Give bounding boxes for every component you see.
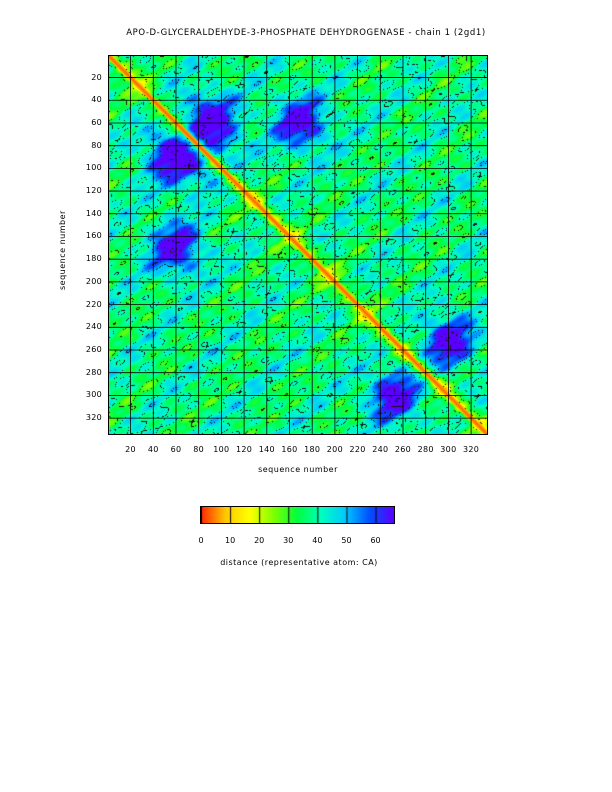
y-tick-label: 60	[91, 117, 102, 127]
x-tick-label: 320	[463, 445, 480, 454]
y-tick-label: 80	[91, 140, 102, 150]
x-tick-label: 280	[417, 445, 434, 454]
distance-matrix-heatmap	[109, 56, 487, 434]
y-tick-label: 320	[85, 413, 102, 423]
x-tick-label: 300	[440, 445, 457, 454]
grid-lines	[109, 56, 487, 434]
x-tick-label: 260	[394, 445, 412, 454]
x-tick-label: 120	[235, 445, 253, 454]
x-tick-label: 180	[304, 445, 321, 454]
x-tick-label: 160	[281, 445, 298, 454]
y-tick-label: 280	[85, 367, 102, 377]
colorbar-title: distance (representative atom: CA)	[220, 558, 378, 567]
chart-title: APO-D-GLYCERALDEHYDE-3-PHOSPHATE DEHYDRO…	[126, 28, 486, 38]
x-tick-label: 220	[349, 445, 366, 454]
y-tick-label: 180	[85, 254, 102, 264]
y-tick-label: 200	[85, 276, 102, 286]
y-tick-label: 260	[85, 345, 102, 354]
x-tick-label: 20	[125, 445, 136, 454]
x-tick-label: 100	[213, 445, 230, 454]
y-tick-label: 120	[85, 186, 102, 196]
y-axis-title: sequence number	[58, 210, 67, 290]
x-tick-label: 80	[193, 445, 205, 454]
colorbar-tick-label: 50	[341, 536, 352, 545]
heatmap-plot-area	[108, 55, 488, 435]
x-tick-label: 140	[258, 445, 275, 454]
colorbar-tick-label: 30	[283, 536, 294, 545]
x-tick-label: 200	[326, 445, 343, 454]
y-tick-label: 160	[85, 231, 102, 241]
y-tick-label: 100	[85, 163, 102, 173]
colorbar-tick-label: 0	[198, 536, 204, 545]
y-tick-label: 300	[85, 390, 102, 400]
y-tick-label: 140	[85, 208, 102, 218]
colorbar-tick-label: 10	[224, 536, 236, 545]
colorbar-tick-label: 20	[254, 536, 265, 545]
x-tick-label: 240	[372, 445, 389, 454]
x-tick-label: 40	[147, 445, 159, 454]
colorbar-tick-label: 40	[312, 536, 323, 545]
y-tick-label: 20	[91, 72, 102, 82]
y-tick-label: 220	[85, 299, 102, 309]
colorbar	[200, 506, 395, 524]
y-tick-label: 240	[85, 322, 102, 332]
y-tick-label: 40	[91, 95, 102, 105]
x-tick-label: 60	[170, 445, 182, 454]
colorbar-tick-label: 60	[370, 536, 381, 545]
x-axis-title: sequence number	[258, 465, 338, 474]
